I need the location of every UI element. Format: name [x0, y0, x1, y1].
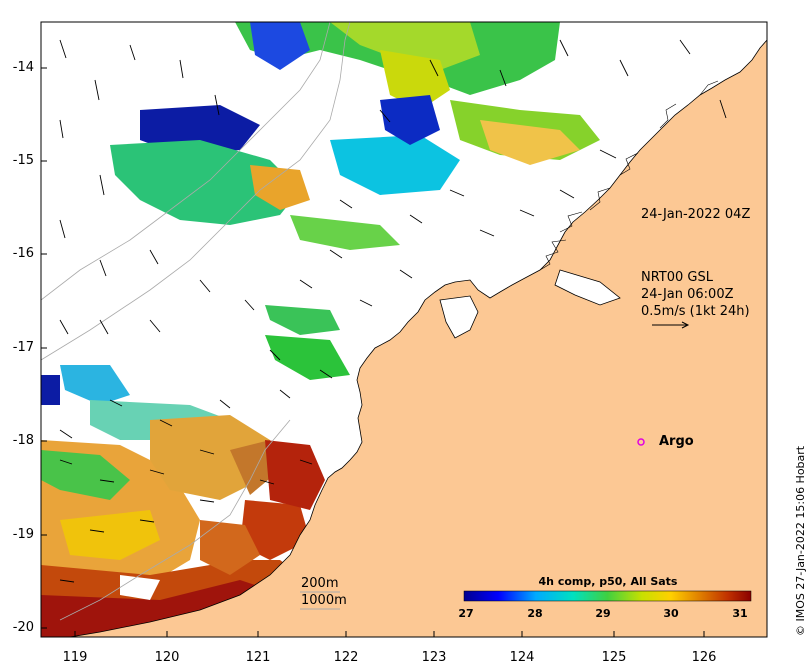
- y-tick-label: -15: [12, 153, 34, 168]
- timestamp-label: 24-Jan-2022 04Z: [641, 207, 751, 222]
- colorbar: [463, 590, 752, 602]
- y-tick-label: -14: [12, 60, 34, 75]
- axis-tick-marks: [41, 67, 705, 637]
- x-tick-label: 123: [421, 650, 447, 665]
- isobath-lines: [41, 22, 351, 621]
- plot-frame: [40, 21, 768, 638]
- current-time-label: 24-Jan 06:00Z: [641, 287, 734, 302]
- land-bay: [439, 295, 479, 339]
- x-tick-label: 122: [333, 650, 359, 665]
- x-tick-label: 125: [601, 650, 627, 665]
- y-tick-label: -16: [12, 246, 34, 261]
- x-tick-label: 124: [509, 650, 535, 665]
- x-tick-label: 121: [245, 650, 271, 665]
- x-tick-label: 119: [62, 650, 88, 665]
- colorbar-tick: 28: [527, 607, 542, 620]
- colorbar-tick: 31: [732, 607, 747, 620]
- credit-label: © IMOS 27-Jan-2022 15:06 Hobart: [794, 445, 807, 636]
- y-tick-label: -17: [12, 340, 34, 355]
- colorbar-tick: 30: [663, 607, 679, 620]
- current-vectors: [59, 39, 727, 583]
- land-inlet: [554, 269, 621, 306]
- scale-arrow: [652, 321, 690, 329]
- current-title-label: NRT00 GSL: [641, 270, 713, 285]
- argo-float-marker[interactable]: [637, 438, 645, 446]
- isobath-1000-label: 1000m: [301, 593, 347, 608]
- y-tick-label: -18: [12, 433, 34, 448]
- current-scale-label: 0.5m/s (1kt 24h): [641, 304, 750, 319]
- colorbar-ticks: 27 28 29 30 31: [458, 607, 747, 620]
- y-tick-label: -19: [12, 527, 34, 542]
- colorbar-tick: 27: [458, 607, 473, 620]
- colorbar-tick: 29: [595, 607, 610, 620]
- y-tick-label: -20: [12, 620, 34, 635]
- sst-data-layer: [41, 22, 600, 637]
- isobath-200-label: 200m: [301, 576, 339, 591]
- argo-label: Argo: [659, 434, 694, 449]
- coastline-detail: [539, 80, 719, 271]
- land-mass: [69, 22, 767, 637]
- x-tick-label: 126: [691, 650, 717, 665]
- colorbar-title: 4h comp, p50, All Sats: [539, 575, 678, 588]
- x-tick-label: 120: [154, 650, 180, 665]
